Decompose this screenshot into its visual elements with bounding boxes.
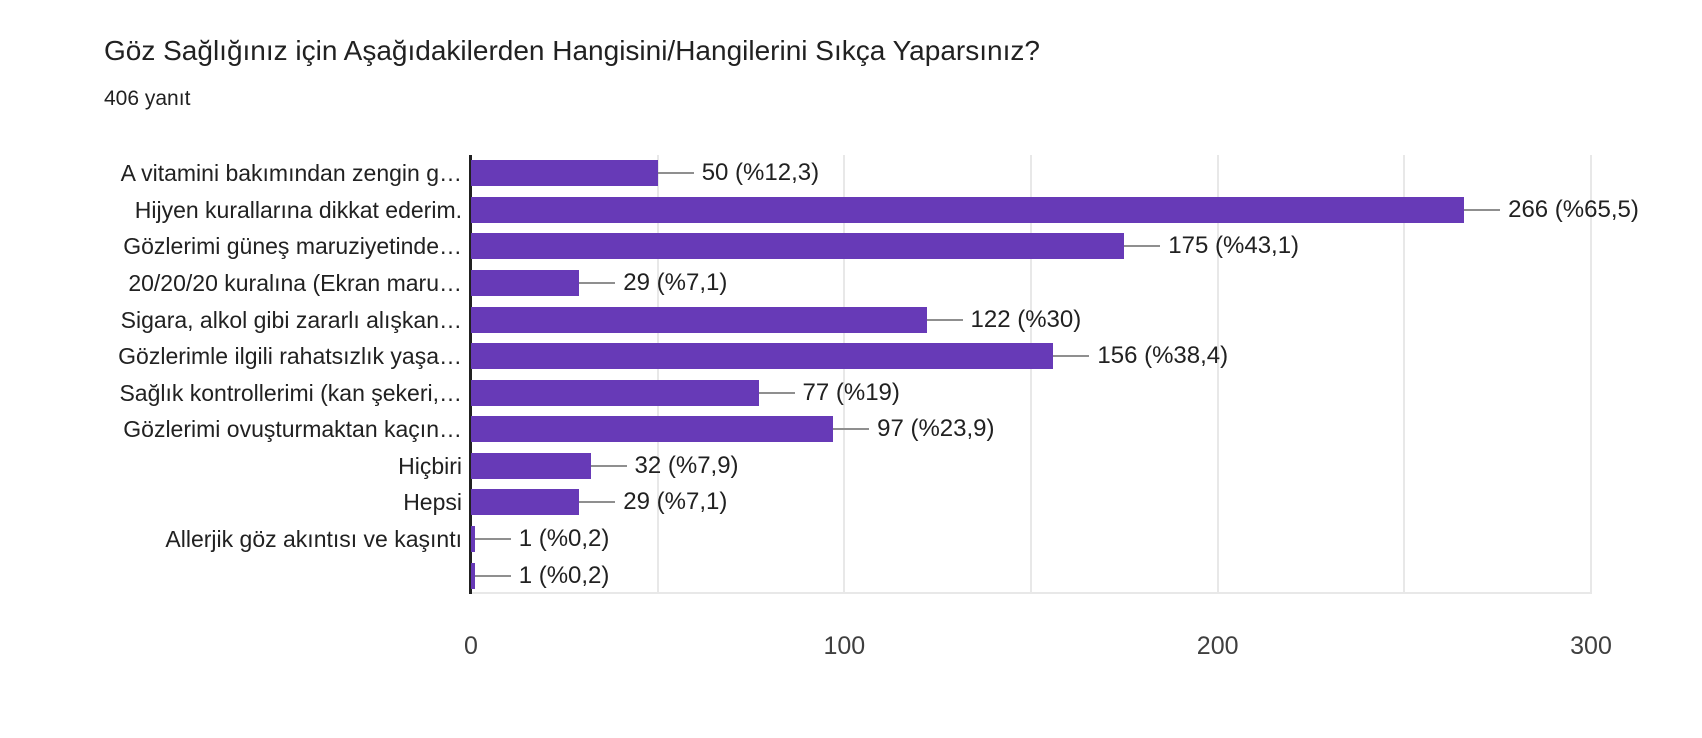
value-label: 29 (%7,1) xyxy=(623,269,728,297)
connector-line xyxy=(1124,245,1161,248)
connector-line xyxy=(474,574,511,577)
bar-row: Sigara, alkol gibi zararlı alışkan… 122 … xyxy=(0,301,1702,338)
bar xyxy=(471,562,475,589)
bar-track: 97 (%23,9) xyxy=(471,415,1591,443)
bar-row: Sağlık kontrollerimi (kan şekeri,… 77 (%… xyxy=(0,374,1702,411)
chart-title: Göz Sağlığınız için Aşağıdakilerden Hang… xyxy=(104,35,1040,66)
bar xyxy=(471,489,580,516)
bar-track: 29 (%7,1) xyxy=(471,269,1591,297)
gridline xyxy=(1216,155,1219,594)
connector-line xyxy=(579,282,616,285)
category-label: Hijyen kurallarına dikkat ederim. xyxy=(134,196,462,223)
value-label: 122 (%30) xyxy=(970,305,1082,333)
bar-row: Hepsi 29 (%7,1) xyxy=(0,484,1702,521)
bar-track: 1 (%0,2) xyxy=(471,561,1591,589)
value-label: 29 (%7,1) xyxy=(623,488,728,516)
category-label: A vitamini bakımından zengin g… xyxy=(120,160,462,187)
gridline xyxy=(1030,155,1032,594)
value-label: 32 (%7,9) xyxy=(634,451,739,479)
connector-line xyxy=(474,538,511,541)
bar-row: Gözlerimi ovuşturmaktan kaçın… 97 (%23,9… xyxy=(0,411,1702,448)
bar xyxy=(471,343,1054,370)
connector-line xyxy=(657,172,694,175)
bar xyxy=(471,416,834,443)
value-label: 156 (%38,4) xyxy=(1097,342,1229,370)
bar xyxy=(471,270,580,297)
category-label: Gözlerimle ilgili rahatsızlık yaşa… xyxy=(118,343,462,370)
bar-track: 122 (%30) xyxy=(471,305,1591,333)
gridline xyxy=(1590,155,1592,594)
category-label: Hepsi xyxy=(403,489,462,516)
bar-row: 20/20/20 kuralına (Ekran maru… 29 (%7,1) xyxy=(0,265,1702,302)
bar-track: 50 (%12,3) xyxy=(471,159,1591,187)
bar-row: Gözlerimle ilgili rahatsızlık yaşa… 156 … xyxy=(0,338,1702,375)
value-label: 77 (%19) xyxy=(802,378,900,406)
bar xyxy=(471,196,1465,223)
gridline xyxy=(843,155,846,594)
value-label: 97 (%23,9) xyxy=(877,415,995,443)
bar-rows: A vitamini bakımından zengin g… 50 (%12,… xyxy=(0,155,1702,594)
bar xyxy=(471,160,658,187)
gridline xyxy=(1403,155,1406,594)
category-label: Sağlık kontrollerimi (kan şekeri,… xyxy=(119,379,462,406)
category-label: Gözlerimi güneş maruziyetinde… xyxy=(123,233,462,260)
bar-track: 29 (%7,1) xyxy=(471,488,1591,516)
bar-track: 77 (%19) xyxy=(471,378,1591,406)
category-label: Sigara, alkol gibi zararlı alışkan… xyxy=(120,306,462,333)
bar-row: Hiçbiri 32 (%7,9) xyxy=(0,448,1702,485)
bar-row: Gözlerimi güneş maruziyetinde… 175 (%43,… xyxy=(0,228,1702,265)
bar-track: 266 (%65,5) xyxy=(471,196,1639,223)
response-count: 406 yanıt xyxy=(104,87,191,110)
category-label: Gözlerimi ovuşturmaktan kaçın… xyxy=(123,416,462,443)
bar xyxy=(471,233,1125,260)
category-label: 20/20/20 kuralına (Ekran maru… xyxy=(128,270,462,297)
value-label: 175 (%43,1) xyxy=(1168,232,1300,260)
connector-line xyxy=(590,464,627,467)
value-label: 1 (%0,2) xyxy=(518,525,610,553)
connector-line xyxy=(579,501,616,504)
value-label: 50 (%12,3) xyxy=(701,159,820,187)
x-tick-label: 100 xyxy=(823,632,866,660)
connector-line xyxy=(833,428,870,431)
bar-track: 175 (%43,1) xyxy=(471,232,1591,260)
bar-track: 156 (%38,4) xyxy=(471,342,1591,370)
bar-row: A vitamini bakımından zengin g… 50 (%12,… xyxy=(0,155,1702,192)
value-label: 266 (%65,5) xyxy=(1508,195,1639,223)
x-axis-baseline xyxy=(471,592,1591,594)
bar xyxy=(471,452,591,479)
bar xyxy=(471,379,759,406)
bar xyxy=(471,526,475,553)
connector-line xyxy=(1053,355,1090,358)
category-label: Hiçbiri xyxy=(398,452,462,479)
bar xyxy=(471,306,927,333)
plot-area xyxy=(0,155,1702,594)
bar-track: 32 (%7,9) xyxy=(471,451,1591,479)
gridline xyxy=(656,155,659,594)
x-tick-label: 300 xyxy=(1570,632,1612,660)
connector-line xyxy=(926,318,963,321)
x-tick-label: 0 xyxy=(464,632,478,660)
x-axis-ticks: 0 100 200 300 xyxy=(0,632,1702,666)
bar-row: 1 (%0,2) xyxy=(0,557,1702,594)
connector-line xyxy=(758,391,795,394)
y-axis-line xyxy=(469,155,472,594)
connector-line xyxy=(1464,208,1501,211)
x-tick-label: 200 xyxy=(1196,632,1239,660)
bar-row: Allerjik göz akıntısı ve kaşıntı 1 (%0,2… xyxy=(0,521,1702,558)
bar-row: Hijyen kurallarına dikkat ederim. 266 (%… xyxy=(0,192,1702,229)
bar-track: 1 (%0,2) xyxy=(471,525,1591,553)
value-label: 1 (%0,2) xyxy=(518,561,610,589)
category-label: Allerjik göz akıntısı ve kaşıntı xyxy=(165,526,462,553)
